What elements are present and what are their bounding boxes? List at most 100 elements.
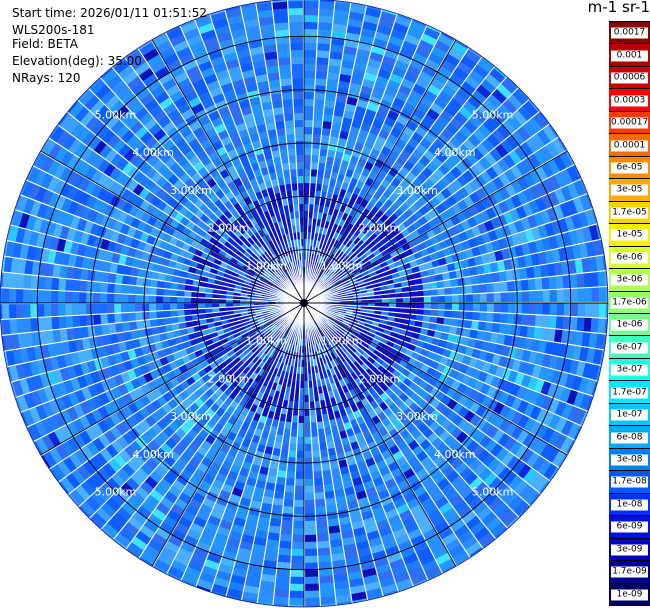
range-gate-cell: [376, 327, 385, 334]
range-gate-cell: [566, 165, 580, 182]
range-gate-cell: [452, 391, 463, 402]
range-gate-cell: [346, 338, 354, 346]
range-gate-cell: [156, 303, 164, 311]
range-gate-cell: [350, 265, 358, 272]
range-gate-cell: [493, 303, 501, 313]
range-gate-cell: [475, 405, 487, 418]
range-gate-cell: [528, 472, 543, 488]
range-gate-cell: [329, 262, 336, 270]
range-gate-cell: [450, 379, 461, 391]
range-gate-cell: [399, 149, 411, 161]
range-gate-cell: [304, 359, 308, 367]
range-gate-cell: [270, 511, 282, 520]
range-gate-cell: [382, 9, 397, 16]
range-gate-cell: [448, 270, 457, 280]
range-gate-cell: [479, 293, 487, 303]
range-gate-cell: [79, 280, 88, 292]
range-gate-cell: [535, 197, 547, 212]
range-gate-cell: [330, 360, 337, 368]
range-gate-cell: [318, 15, 333, 24]
range-gate-cell: [435, 391, 446, 402]
range-gate-cell: [584, 287, 592, 302]
range-gate-cell: [482, 99, 497, 114]
range-gate-cell: [557, 137, 567, 151]
range-gate-cell: [315, 505, 327, 514]
range-gate-cell: [389, 203, 399, 213]
range-gate-cell: [330, 425, 339, 434]
range-gate-cell: [403, 160, 415, 172]
range-gate-cell: [266, 475, 277, 484]
range-gate-cell: [541, 277, 550, 290]
range-gate-cell: [538, 224, 549, 239]
range-gate-cell: [65, 279, 74, 291]
range-gate-cell: [423, 178, 435, 190]
range-gate-cell: [458, 530, 474, 544]
range-gate-cell: [370, 543, 385, 554]
range-gate-cell: [387, 461, 399, 472]
range-gate-cell: [371, 89, 384, 100]
range-gate-cell: [327, 185, 335, 194]
range-gate-cell: [551, 220, 562, 235]
range-gate-cell: [357, 347, 365, 355]
range-gate-cell: [304, 22, 318, 30]
range-gate-cell: [337, 347, 345, 355]
range-gate-cell: [392, 565, 408, 577]
range-gate-cell: [318, 205, 325, 213]
range-gate-cell: [455, 242, 465, 253]
range-gate-cell: [44, 317, 53, 331]
range-gate-cell: [430, 296, 438, 303]
range-gate-cell: [333, 482, 344, 491]
range-gate-cell: [322, 177, 330, 186]
range-gate-cell: [337, 287, 345, 292]
range-gate-cell: [327, 337, 334, 345]
range-gate-cell: [342, 360, 350, 369]
range-gate-cell: [344, 206, 352, 215]
range-gate-cell: [353, 258, 362, 266]
range-gate-cell: [428, 126, 441, 139]
range-gate-cell: [350, 225, 358, 234]
range-gate-cell: [466, 440, 479, 453]
range-gate-cell: [568, 230, 579, 245]
range-gate-cell: [526, 326, 535, 339]
range-gate-cell: [372, 506, 385, 517]
range-gate-cell: [530, 253, 540, 266]
range-gate-cell: [380, 236, 390, 245]
range-gate-cell: [387, 110, 399, 121]
range-gate-cell: [361, 257, 370, 265]
range-gate-cell: [521, 303, 529, 314]
range-gate-cell: [547, 383, 558, 398]
range-gate-cell: [517, 176, 529, 191]
range-gate-cell: [332, 350, 339, 359]
range-gate-cell: [448, 439, 461, 452]
range-gate-cell: [379, 466, 391, 477]
range-gate-cell: [505, 408, 517, 422]
range-gate-cell: [304, 127, 313, 135]
range-gate-cell: [310, 422, 318, 430]
range-gate-cell: [457, 174, 469, 187]
range-gate-cell: [484, 322, 493, 332]
range-gate-cell: [591, 303, 599, 318]
range-gate-cell: [163, 310, 171, 318]
range-gate-cell: [322, 413, 329, 422]
range-gate-cell: [569, 317, 578, 331]
range-gate-cell: [346, 223, 354, 232]
range-gate-cell: [435, 273, 444, 282]
range-gate-cell: [481, 232, 492, 244]
range-gate-cell: [457, 277, 465, 287]
range-gate-cell: [567, 423, 580, 439]
range-gate-cell: [483, 491, 498, 506]
range-gate-cell: [335, 225, 343, 234]
range-gate-cell: [452, 402, 464, 414]
range-gate-cell: [135, 277, 144, 287]
range-gate-cell: [448, 47, 464, 61]
range-gate-cell: [472, 284, 480, 294]
range-gate-cell: [336, 601, 352, 606]
range-gate-cell: [527, 278, 536, 291]
range-gate-cell: [313, 478, 324, 486]
range-gate-cell: [311, 260, 315, 269]
range-gate-cell: [477, 124, 492, 138]
range-gate-cell: [269, 518, 282, 527]
range-gate-cell: [342, 280, 350, 286]
range-gate-cell: [424, 444, 436, 456]
range-gate-cell: [372, 550, 387, 561]
